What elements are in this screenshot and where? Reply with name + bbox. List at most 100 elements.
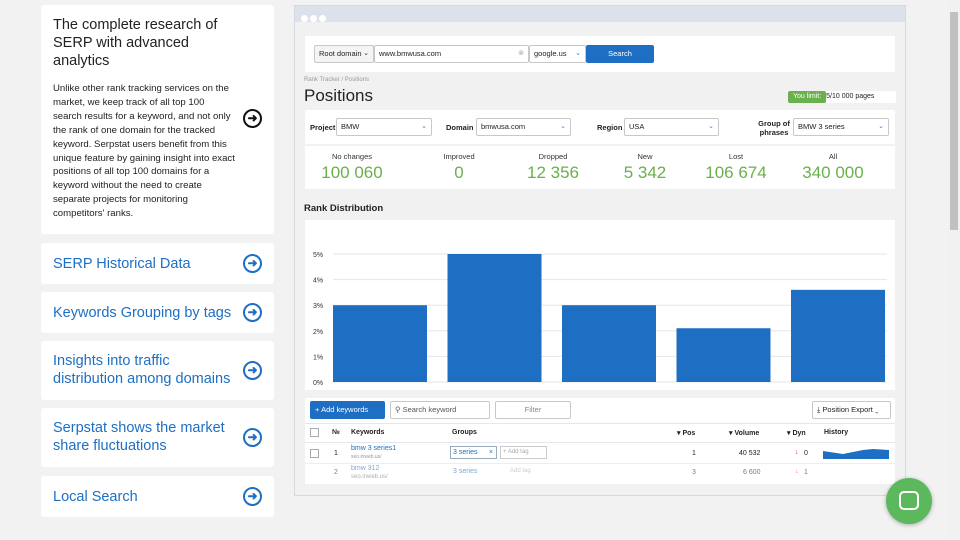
region-label: Region: [597, 123, 623, 132]
arrow-right-icon[interactable]: ➜: [243, 303, 262, 322]
feature-label: Local Search: [53, 489, 138, 505]
clear-icon: ⊗: [518, 50, 524, 57]
main-feature-card: The complete research of SERP with advan…: [41, 5, 274, 234]
col-keywords[interactable]: Keywords: [351, 429, 385, 436]
volume: 40 532: [739, 450, 761, 457]
select-all-checkbox[interactable]: [310, 428, 319, 437]
history-sparkline: [823, 449, 889, 459]
stats-panel: No changes 100 060 Improved 0 Dropped 12 35…: [305, 146, 895, 189]
limit-value: 5/10 000 pages: [826, 93, 875, 100]
keyword-link[interactable]: bmw 312: [351, 465, 380, 472]
feature-label: SERP Historical Data: [53, 256, 191, 272]
stat-improved: Improved 0: [443, 152, 475, 182]
bar: [562, 305, 656, 382]
feature-label: Keywords Grouping by tags: [53, 305, 232, 321]
col-history: History: [824, 429, 849, 436]
position-export-button[interactable]: ⤓ Position Export ⌄: [812, 401, 891, 419]
window-bar: [295, 6, 905, 22]
search-input[interactable]: www.bmwusa.com ⊗: [374, 45, 529, 63]
stat-all: All 340 000: [802, 152, 864, 182]
limit-indicator: You limit: 5/10 000 pages: [788, 91, 896, 103]
down-arrow-icon: ↓: [795, 449, 799, 456]
domain-select[interactable]: bmwusa.com ⌄: [476, 118, 571, 136]
chart-title: Rank Distribution: [304, 203, 384, 214]
arrow-right-icon[interactable]: ➜: [243, 361, 262, 380]
add-keywords-button[interactable]: + Add keywords: [310, 401, 385, 419]
pos: 1: [692, 450, 696, 457]
tag-chip[interactable]: 3 series: [453, 468, 478, 475]
down-arrow-icon: ↓: [795, 468, 799, 475]
bar: [676, 328, 771, 382]
col-dyn[interactable]: ▾ Dyn: [787, 430, 806, 437]
keywords-table-panel: + Add keywords ⚲ Search keyword Filter ⤓…: [305, 398, 895, 484]
stat-new: New 5 342: [623, 152, 667, 182]
feature-item[interactable]: Local Search ➜: [41, 476, 274, 517]
stat-no-changes: No changes 100 060: [321, 152, 383, 182]
chat-button[interactable]: [886, 478, 932, 524]
tag-chip[interactable]: 3 series ×: [450, 446, 497, 459]
table-row[interactable]: 1 bmw 3 series1 seo.inweb.us/ 3 series × …: [305, 444, 895, 464]
keyword-link[interactable]: bmw 3 series1: [351, 445, 397, 452]
col-groups[interactable]: Groups: [452, 429, 477, 436]
search-panel: Root domain ⌄ www.bmwusa.com ⊗ google.us ⌄ …: [305, 36, 895, 72]
y-tick-label: 1%: [313, 354, 323, 361]
add-tag-input[interactable]: + Add tag: [500, 446, 547, 459]
row-num: 1: [334, 450, 338, 457]
row-checkbox[interactable]: [310, 449, 319, 458]
scrollbar-thumb[interactable]: [950, 12, 958, 230]
table-row[interactable]: 2 bmw 312 seo.inweb.us/ 3 series Add tag…: [305, 465, 895, 483]
feature-body: Unlike other rank tracking services on t…: [53, 83, 235, 220]
feature-item[interactable]: Insights into traffic distribution among…: [41, 341, 274, 400]
add-tag-input[interactable]: Add tag: [510, 468, 531, 474]
arrow-right-icon[interactable]: ➜: [243, 428, 262, 447]
search-button[interactable]: Search: [586, 45, 654, 63]
y-tick-label: 4%: [313, 278, 323, 285]
project-label: Project: [310, 123, 336, 132]
feature-item[interactable]: SERP Historical Data ➜: [41, 243, 274, 284]
rank-distribution-chart: 0% 1% 2% 3% 4% 5%: [305, 220, 895, 390]
feature-label: Serpstat shows the market share fluctuat…: [53, 420, 225, 454]
feature-item[interactable]: Serpstat shows the market share fluctuat…: [41, 408, 274, 467]
domain-label: Domain: [446, 123, 474, 132]
col-pos[interactable]: ▾ Pos: [677, 430, 696, 437]
volume: 6 600: [743, 469, 761, 476]
stat-dropped: Dropped 12 356: [527, 152, 579, 182]
page-title: Positions: [304, 86, 373, 105]
y-tick-label: 5%: [313, 252, 323, 259]
group-select[interactable]: BMW 3 series ⌄: [793, 118, 889, 136]
dyn: 1: [804, 469, 808, 476]
col-volume[interactable]: ▾ Volume: [729, 430, 760, 437]
breadcrumb[interactable]: Rank Tracker / Positions: [304, 77, 370, 83]
arrow-right-icon[interactable]: ➜: [243, 109, 262, 128]
table-header: № Keywords Groups ▾ Pos ▾ Volume ▾ Dyn H…: [305, 423, 895, 443]
region-select[interactable]: USA ⌄: [624, 118, 719, 136]
page-scrollbar[interactable]: [948, 0, 960, 540]
group-label: Group of phrases: [758, 119, 790, 137]
limit-badge: You limit:: [788, 91, 827, 103]
arrow-right-icon[interactable]: ➜: [243, 254, 262, 273]
arrow-right-icon[interactable]: ➜: [243, 487, 262, 506]
bar: [791, 289, 885, 382]
filters-panel: Project BMW ⌄ Domain bmwusa.com ⌄ Region U…: [305, 110, 895, 144]
col-num: №: [332, 429, 340, 436]
chart-svg: 0% 1% 2% 3% 4% 5%: [313, 252, 887, 387]
pos: 3: [692, 469, 696, 476]
keyword-url: seo.inweb.us/: [351, 454, 382, 460]
y-tick-label: 0%: [313, 380, 323, 387]
app-screenshot: Root domain ⌄ www.bmwusa.com ⊗ google.us ⌄ …: [294, 5, 906, 496]
feature-label: Insights into traffic distribution among…: [53, 353, 231, 387]
dyn: 0: [804, 450, 808, 457]
search-keyword-input[interactable]: ⚲ Search keyword: [390, 401, 490, 419]
bar: [333, 305, 427, 382]
bar: [447, 254, 542, 382]
stat-lost: Lost 106 674: [705, 152, 767, 182]
y-tick-label: 3%: [313, 303, 323, 310]
chat-icon: [899, 491, 919, 510]
filter-button[interactable]: Filter: [495, 401, 571, 419]
project-select[interactable]: BMW ⌄: [336, 118, 432, 136]
feature-item[interactable]: Keywords Grouping by tags ➜: [41, 292, 274, 333]
feature-title: The complete research of SERP with advan…: [53, 17, 218, 69]
search-type-select[interactable]: Root domain ⌄: [314, 45, 374, 63]
engine-select[interactable]: google.us ⌄: [529, 45, 586, 63]
keyword-url: seo.inweb.us/: [351, 474, 388, 480]
